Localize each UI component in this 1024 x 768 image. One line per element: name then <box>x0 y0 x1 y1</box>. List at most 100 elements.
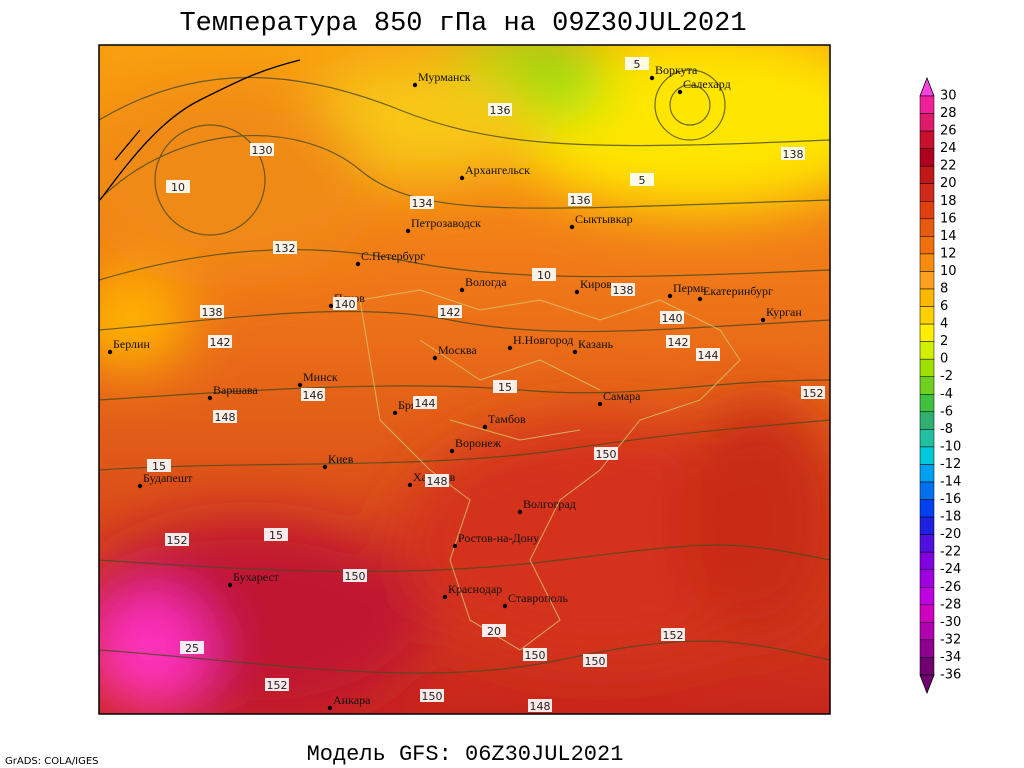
contour-label: 152 <box>167 534 188 547</box>
contour-label-box <box>410 196 434 209</box>
colorbar-cell <box>919 358 935 377</box>
contour-label: 136 <box>490 104 511 117</box>
city-dot <box>697 296 703 302</box>
contour-label-box <box>523 648 547 661</box>
city-label: Тамбов <box>488 412 526 426</box>
city-dot <box>449 448 455 454</box>
city-dot <box>297 382 303 388</box>
contour-label-box <box>301 388 325 401</box>
contour-label-box <box>425 474 449 487</box>
colorbar-cell <box>919 253 935 272</box>
colorbar-label: 16 <box>940 211 957 226</box>
city-label: С.Петербург <box>361 249 425 263</box>
colorbar-label: 18 <box>940 194 957 209</box>
city-dot <box>507 345 513 351</box>
colorbar-label: -8 <box>940 422 953 437</box>
contour-label-box <box>166 180 190 193</box>
contour-label-box <box>625 57 649 70</box>
colorbar-label: -32 <box>940 632 961 647</box>
colorbar-label: -10 <box>940 439 961 454</box>
city-label: Курган <box>766 305 802 319</box>
contour-label: 142 <box>210 336 231 349</box>
contour-label: 10 <box>171 181 185 194</box>
contour-label: 152 <box>803 387 824 400</box>
city-dot <box>442 594 448 600</box>
colorbar-cell <box>919 481 935 500</box>
city-dot <box>572 349 578 355</box>
city-dot <box>327 705 333 711</box>
city-dot <box>412 82 418 88</box>
model-label: Модель GFS: 06Z30JUL2021 <box>307 742 624 767</box>
city-label: Салехард <box>683 77 731 91</box>
colorbar-label: 12 <box>940 246 957 261</box>
contour-label-box <box>343 569 367 582</box>
contour-label: 140 <box>335 298 356 311</box>
contour-lines <box>99 69 830 674</box>
contour-label-box <box>438 305 462 318</box>
colorbar-cell <box>919 165 935 184</box>
contour-label: 138 <box>783 148 804 161</box>
colorbar-cell <box>919 288 935 307</box>
city-dot <box>502 603 508 609</box>
colorbar-cell <box>919 604 935 623</box>
contour-label-box <box>273 241 297 254</box>
colorbar-cell <box>919 551 935 570</box>
colorbar-label: 2 <box>940 334 948 349</box>
colorbar-label: -20 <box>940 527 961 542</box>
city-dot <box>517 509 523 515</box>
colorbar-label: -12 <box>940 457 961 472</box>
colorbar-cell <box>919 130 935 149</box>
city-label: Киров <box>580 277 612 291</box>
contour-label-box <box>265 678 289 691</box>
city-dot <box>459 287 465 293</box>
city-label: Казань <box>578 337 614 351</box>
coastline <box>99 59 301 201</box>
contour-label-box <box>568 193 592 206</box>
city-label: Киев <box>328 452 354 466</box>
colorbar-label: -22 <box>940 545 961 560</box>
colorbar-label: 30 <box>940 89 957 104</box>
city-label: Ростов-на-Дону <box>458 531 539 545</box>
contour-label-box <box>147 459 171 472</box>
contour-label: 144 <box>698 349 719 362</box>
contour-label-box <box>333 297 357 310</box>
contour-label: 150 <box>422 690 443 703</box>
contour-label: 136 <box>570 194 591 207</box>
contour-label: 25 <box>185 642 199 655</box>
city-label: Берлин <box>113 337 150 351</box>
city-dot <box>482 424 488 430</box>
city-dot <box>569 224 575 230</box>
colorbar-cell <box>919 183 935 202</box>
contour-label-box <box>781 147 805 160</box>
colorbar-label: 10 <box>940 264 957 279</box>
colorbar-cell <box>919 271 935 290</box>
contour-label-box <box>661 628 685 641</box>
contour-label-box <box>532 268 556 281</box>
city-label: Мурманск <box>418 70 471 84</box>
contour-label: 15 <box>152 460 166 473</box>
colorbar: 302826242220181614121086420-2-4-6-8-10-1… <box>919 76 961 695</box>
contour-label-box <box>660 311 684 324</box>
city-label: Будапешт <box>143 471 193 485</box>
colorbar-cell <box>919 148 935 167</box>
contour-label-box <box>666 335 690 348</box>
city-label: Краснодар <box>448 582 502 596</box>
contour-label: 138 <box>202 306 223 319</box>
colorbar-cell <box>919 446 935 465</box>
city-label: Пермь <box>673 281 706 295</box>
colorbar-cell <box>919 394 935 413</box>
colorbar-cell <box>919 201 935 220</box>
city-dot <box>407 482 413 488</box>
colorbar-cell <box>919 113 935 132</box>
colorbar-cell <box>919 569 935 588</box>
city-dot <box>207 395 213 401</box>
colorbar-cell <box>919 429 935 448</box>
contour-label-box <box>420 689 444 702</box>
colorbar-cell <box>919 516 935 535</box>
contour-label: 148 <box>215 411 236 424</box>
colorbar-cell <box>919 323 935 342</box>
colorbar-label: 4 <box>940 317 948 332</box>
colorbar-cell <box>919 534 935 553</box>
contour-label: 15 <box>269 529 283 542</box>
